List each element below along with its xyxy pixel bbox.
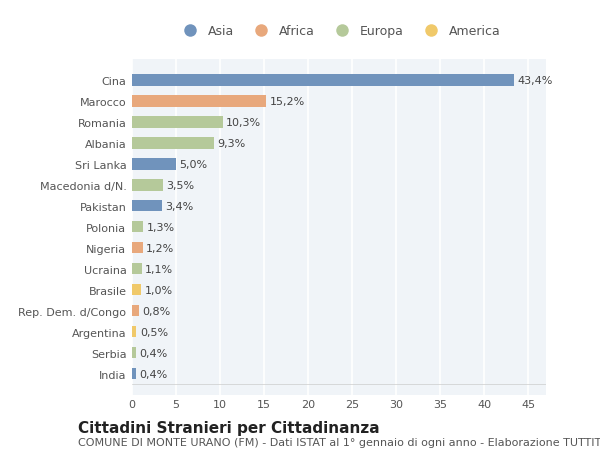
Bar	[132, 347, 136, 358]
Text: 1,1%: 1,1%	[145, 264, 173, 274]
Text: 3,5%: 3,5%	[166, 180, 194, 190]
Legend: Asia, Africa, Europa, America: Asia, Africa, Europa, America	[175, 22, 503, 40]
Bar	[132, 368, 136, 380]
Text: COMUNE DI MONTE URANO (FM) - Dati ISTAT al 1° gennaio di ogni anno - Elaborazion: COMUNE DI MONTE URANO (FM) - Dati ISTAT …	[78, 437, 600, 447]
Bar	[132, 159, 176, 170]
Text: 0,8%: 0,8%	[143, 306, 171, 316]
Text: 15,2%: 15,2%	[269, 96, 305, 106]
Text: 1,3%: 1,3%	[147, 222, 175, 232]
Text: 3,4%: 3,4%	[166, 202, 194, 211]
Text: 5,0%: 5,0%	[179, 159, 208, 169]
Bar	[132, 326, 136, 338]
Bar	[132, 138, 214, 149]
Text: 1,2%: 1,2%	[146, 243, 175, 253]
Text: 0,4%: 0,4%	[139, 369, 167, 379]
Bar	[132, 96, 266, 107]
Bar	[132, 75, 514, 86]
Text: 9,3%: 9,3%	[217, 139, 245, 148]
Bar	[132, 263, 142, 275]
Bar	[132, 305, 139, 317]
Bar	[132, 117, 223, 128]
Bar	[132, 221, 143, 233]
Text: 0,4%: 0,4%	[139, 348, 167, 358]
Text: 1,0%: 1,0%	[145, 285, 172, 295]
Text: 10,3%: 10,3%	[226, 118, 262, 128]
Text: 43,4%: 43,4%	[518, 76, 553, 86]
Bar	[132, 242, 143, 254]
Bar	[132, 201, 162, 212]
Bar	[132, 284, 141, 296]
Text: Cittadini Stranieri per Cittadinanza: Cittadini Stranieri per Cittadinanza	[78, 420, 380, 436]
Text: 0,5%: 0,5%	[140, 327, 168, 337]
Bar	[132, 179, 163, 191]
